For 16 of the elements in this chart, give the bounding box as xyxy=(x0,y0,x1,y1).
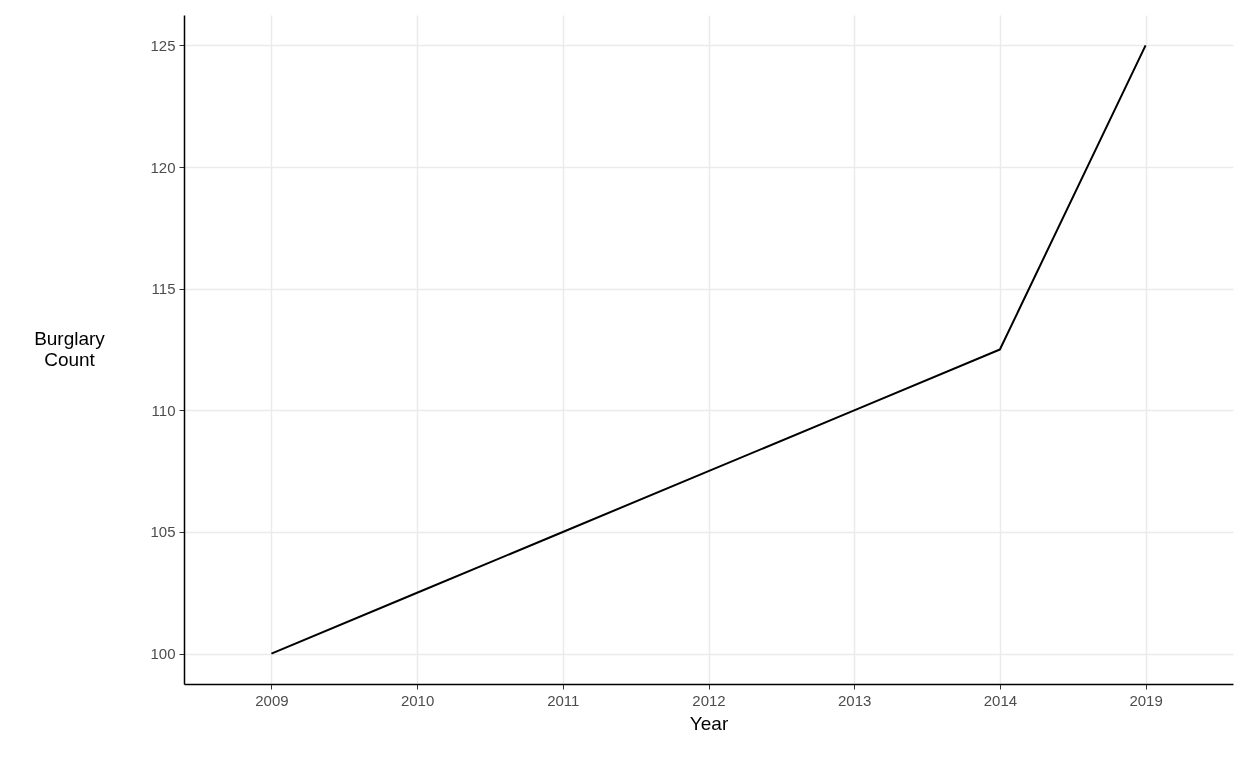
x-tick-label: 2011 xyxy=(547,691,580,709)
x-tick-label: 2014 xyxy=(983,691,1018,709)
y-tick-label: 105 xyxy=(150,523,176,541)
y-tick-label: 115 xyxy=(151,280,176,298)
y-tick-label: 120 xyxy=(150,158,176,176)
y-tick-label: 110 xyxy=(151,401,176,419)
x-tick-label: 2019 xyxy=(1129,691,1163,709)
x-tick-label: 2010 xyxy=(400,691,435,709)
line-series xyxy=(270,44,1147,655)
y-axis-title: Burglary Count xyxy=(34,327,106,370)
x-tick-label: 2009 xyxy=(255,691,289,709)
x-tick-label: 2013 xyxy=(838,691,872,709)
y-tick-label: 125 xyxy=(150,36,176,54)
x-tick-label: 2012 xyxy=(692,691,726,709)
x-axis-title: Year xyxy=(689,712,729,734)
y-tick-label: 100 xyxy=(150,645,176,663)
